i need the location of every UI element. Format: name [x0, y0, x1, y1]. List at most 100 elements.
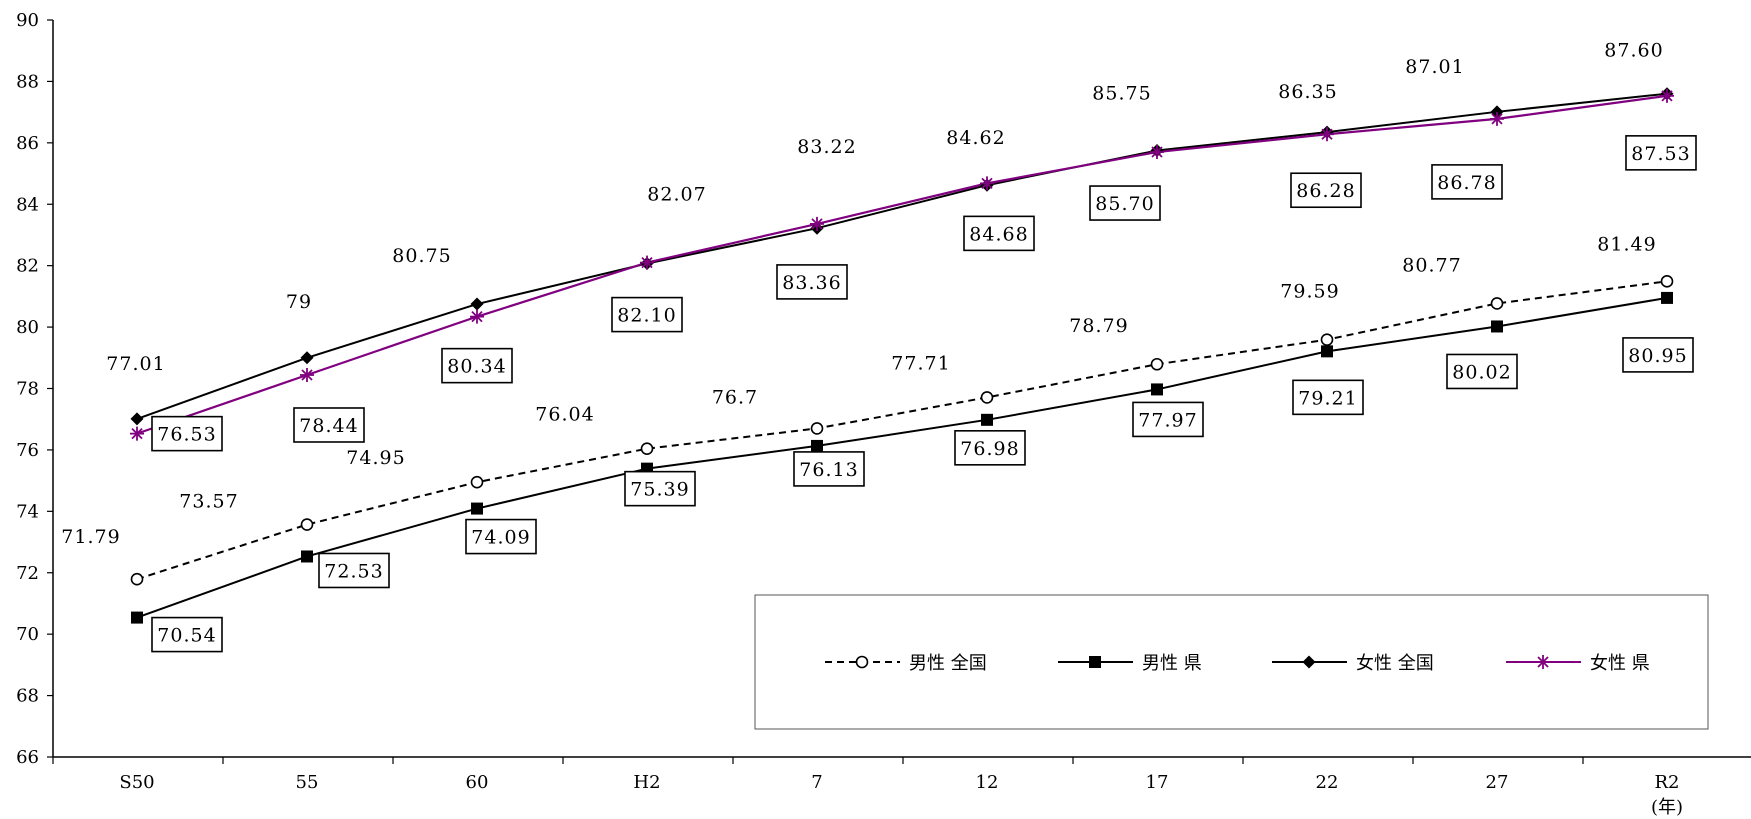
y-tick-label: 86	[16, 133, 39, 154]
data-label: 80.95	[1628, 345, 1687, 367]
data-label: 79	[286, 291, 312, 313]
data-label-box	[1132, 401, 1204, 438]
star-marker-stroke	[471, 311, 483, 323]
square-marker	[1491, 320, 1503, 333]
star-marker	[1320, 127, 1334, 142]
square-marker	[131, 611, 143, 624]
x-tick-label: H2	[633, 772, 660, 793]
data-label-box	[954, 430, 1026, 466]
data-label: 86.35	[1278, 81, 1337, 103]
data-label: 73.57	[179, 491, 238, 513]
data-label: 83.22	[797, 136, 856, 158]
star-marker	[1490, 111, 1504, 126]
diamond-marker	[130, 412, 144, 426]
data-label: 80.77	[1402, 254, 1461, 276]
circle-marker	[980, 391, 994, 404]
data-label: 87.60	[1604, 40, 1663, 62]
square-marker	[301, 550, 313, 563]
series-line-2	[136, 92, 1668, 420]
circle-marker	[300, 518, 314, 531]
star-marker-stroke	[1537, 656, 1549, 668]
star-marker	[130, 426, 144, 441]
data-label: 75.39	[630, 479, 689, 501]
circle-marker	[855, 655, 869, 669]
data-label: 76.7	[712, 386, 758, 408]
diamond-marker	[1302, 655, 1316, 669]
star-marker	[470, 309, 484, 324]
data-label: 76.53	[157, 424, 216, 446]
data-label: 87.01	[1405, 56, 1464, 78]
data-label: 77.97	[1138, 409, 1197, 431]
circle-marker	[1150, 357, 1164, 371]
star-marker	[1536, 655, 1550, 669]
data-label: 79.59	[1280, 281, 1339, 303]
data-label: 76.04	[535, 404, 594, 426]
data-label: 87.53	[1631, 143, 1690, 165]
data-label: 77.01	[106, 353, 165, 375]
star-marker-stroke	[1491, 113, 1503, 125]
square-marker	[1321, 345, 1333, 358]
y-tick-label: 82	[16, 256, 39, 277]
square-marker	[471, 502, 483, 515]
x-tick-label: R2	[1654, 772, 1679, 793]
star-marker-stroke	[1151, 146, 1163, 158]
data-label: 77.71	[891, 352, 950, 374]
legend-label: 女性 県	[1590, 653, 1650, 674]
data-label: 81.49	[1597, 233, 1656, 255]
data-label-box	[1089, 185, 1161, 221]
x-tick-label: 12	[976, 772, 999, 793]
star-marker	[980, 176, 994, 191]
data-label: 83.36	[782, 272, 841, 294]
circle-marker	[640, 442, 654, 455]
data-label: 78.79	[1069, 315, 1128, 337]
data-label-box	[624, 470, 696, 507]
data-label-box	[1446, 353, 1518, 390]
y-tick-label: 72	[16, 563, 39, 584]
star-marker-stroke	[1661, 90, 1673, 102]
data-label-box	[1625, 135, 1697, 171]
data-label-box	[151, 616, 223, 653]
axes: 66 68 70 72 74 76 78 80 82 84 86 88 90 S50 55 60 H2 7 12 17…	[16, 10, 1751, 818]
y-tick-label: 70	[16, 624, 39, 645]
data-label-box	[963, 215, 1035, 252]
series-line-0	[136, 280, 1668, 581]
data-label-box	[151, 415, 223, 452]
data-label: 85.75	[1092, 83, 1151, 105]
y-tick-label: 68	[16, 686, 39, 707]
data-label: 74.95	[346, 447, 405, 469]
data-label: 80.02	[1452, 361, 1511, 383]
data-label-box	[465, 518, 537, 555]
data-label-box	[793, 451, 865, 487]
diamond-marker	[300, 351, 314, 365]
x-tick-label: 27	[1486, 772, 1509, 793]
data-label-box	[1292, 379, 1364, 416]
series-markers	[130, 87, 1674, 624]
diamond-marker	[470, 297, 484, 311]
data-label-box	[1622, 337, 1694, 373]
x-tick-label: 7	[811, 772, 822, 793]
circle-marker	[1490, 297, 1504, 310]
x-axis-unit: (年)	[1651, 797, 1683, 818]
y-tick-label: 90	[16, 10, 39, 31]
star-marker	[1660, 88, 1674, 103]
y-tick-label: 74	[16, 501, 39, 522]
data-label: 80.75	[392, 245, 451, 267]
star-marker	[640, 255, 654, 270]
data-label-box	[293, 407, 365, 443]
data-label: 86.78	[1437, 172, 1496, 194]
data-label-box	[1290, 172, 1362, 209]
star-marker-stroke	[641, 256, 653, 269]
series-line-3	[136, 94, 1668, 435]
data-label: 84.62	[946, 127, 1005, 149]
x-tick-label: 55	[296, 772, 319, 793]
data-label: 76.13	[799, 459, 858, 481]
circle-marker	[1320, 333, 1334, 346]
star-marker-stroke	[811, 218, 823, 230]
square-marker	[981, 413, 993, 426]
square-marker	[1151, 383, 1163, 396]
y-tick-label: 78	[16, 379, 39, 400]
square-marker	[1089, 656, 1101, 668]
circle-marker	[810, 422, 824, 435]
data-label: 76.98	[960, 438, 1019, 460]
